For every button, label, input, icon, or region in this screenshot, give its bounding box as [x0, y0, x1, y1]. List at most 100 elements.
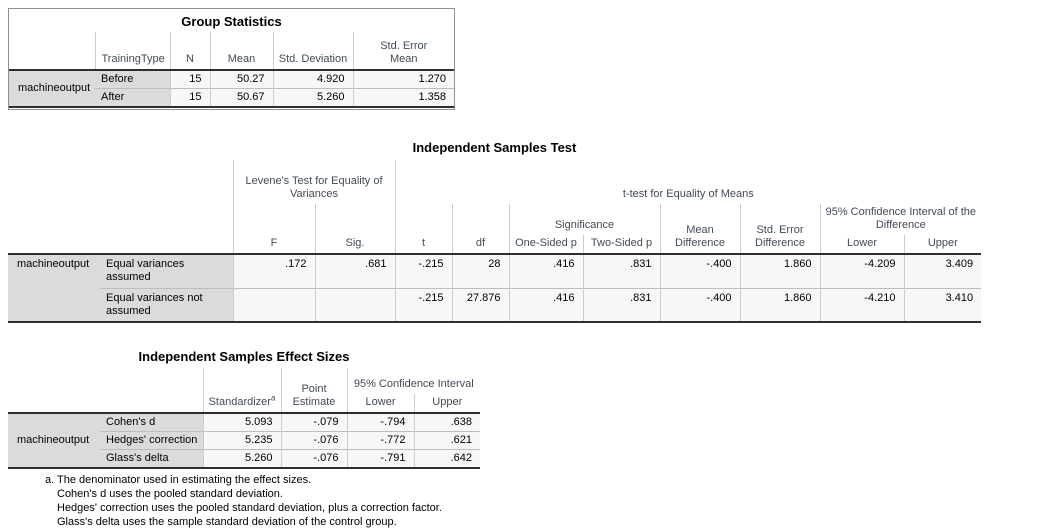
- row-label-variance-assumption: Equal variances not assumed: [100, 287, 233, 323]
- footnote-line: a. The denominator used in estimating th…: [45, 473, 1048, 487]
- cell-t: -.215: [394, 254, 452, 288]
- cell-two-sided-p: .831: [582, 287, 660, 323]
- col-header-ci-upper: Upper: [903, 235, 982, 255]
- header-leaf-row: Lower Upper: [8, 394, 481, 414]
- col-header-ci-lower: Lower: [819, 235, 904, 255]
- footnote-marker-sup: a: [270, 393, 276, 403]
- group-statistics-title: Group Statistics: [181, 14, 282, 29]
- cell-ci-upper: .642: [413, 449, 481, 469]
- table-row: Hedges' correction 5.235 -.076 -.772 .62…: [8, 431, 481, 450]
- col-header-n: N: [169, 32, 210, 71]
- col-header-one-sided-p: One-Sided p: [508, 235, 583, 255]
- col-header-standardizer-label: Standardizer: [208, 396, 271, 408]
- group-header-significance: Significance: [508, 204, 660, 235]
- group-header-ttest: t-test for Equality of Means: [394, 160, 982, 204]
- footnote-line: Glass's delta uses the sample standard d…: [57, 516, 397, 528]
- row-label-estimator: Hedges' correction: [100, 431, 203, 450]
- footnote-marker: a.: [45, 474, 55, 486]
- cell-t: -.215: [394, 287, 452, 323]
- cell-mean-difference: -.400: [659, 287, 740, 323]
- table-row: Glass's delta 5.260 -.076 -.791 .642: [8, 449, 481, 469]
- cell-standardizer: 5.235: [202, 431, 281, 450]
- cell-standardizer: 5.260: [202, 449, 281, 469]
- group-statistics-table: Group Statistics TrainingType N Mean Std…: [8, 8, 455, 110]
- cell-mean-difference: -.400: [659, 254, 740, 288]
- cell-std-error-difference: 1.860: [739, 254, 820, 288]
- cell-one-sided-p: .416: [508, 287, 583, 323]
- cell-f: [232, 287, 315, 323]
- cell-two-sided-p: .831: [582, 254, 660, 288]
- effect-sizes-footnote: a. The denominator used in estimating th…: [45, 473, 1048, 529]
- cell-n: 15: [169, 88, 210, 108]
- footnote-text: The denominator used in estimating the e…: [57, 474, 312, 486]
- variance-assumption-label: Equal variances assumed: [106, 258, 185, 283]
- col-header-t: t: [394, 204, 452, 255]
- cell-ci-upper: .621: [413, 431, 481, 450]
- cell-sig: [314, 287, 395, 323]
- col-header-ci-lower: Lower: [346, 394, 414, 414]
- cell-sig: .681: [314, 254, 395, 288]
- col-header-std-error-difference: Std. Error Difference: [739, 204, 820, 255]
- col-header-two-sided-p: Two-Sided p: [582, 235, 660, 255]
- effect-sizes-table: Standardizera Point Estimate 95% Confide…: [8, 368, 481, 469]
- table-row: Equal variances not assumed -.215 27.876…: [8, 287, 982, 323]
- col-header-std-error-mean-label: Std. Error Mean: [380, 40, 428, 65]
- col-header-ci-upper: Upper: [413, 394, 481, 414]
- header-leaf-row: One-Sided p Two-Sided p Lower Upper: [8, 235, 982, 255]
- header-row: TrainingType N Mean Std. Deviation Std. …: [9, 32, 454, 71]
- group-statistics-grid: TrainingType N Mean Std. Deviation Std. …: [9, 32, 454, 108]
- row-label-variance-assumption: Equal variances assumed: [100, 254, 233, 288]
- corner-spacer: [8, 160, 233, 255]
- row-label-group: After: [95, 88, 170, 108]
- corner-spacer: [9, 32, 95, 71]
- cell-std-error-difference: 1.860: [739, 287, 820, 323]
- col-header-sig: Sig.: [314, 204, 395, 255]
- cell-ci-upper: .638: [413, 413, 481, 432]
- footnote-line: Cohen's d uses the pooled standard devia…: [57, 488, 283, 500]
- col-header-f: F: [232, 204, 315, 255]
- group-header-confidence-interval: 95% Confidence Interval: [346, 368, 481, 394]
- cell-mean: 50.67: [209, 88, 273, 108]
- cell-df: 28: [451, 254, 509, 288]
- cell-ci-upper: 3.410: [903, 287, 982, 323]
- cell-one-sided-p: .416: [508, 254, 583, 288]
- cell-std-error-mean: 1.270: [352, 70, 454, 89]
- cell-mean: 50.27: [209, 70, 273, 89]
- variance-assumption-label: Equal variances not assumed: [106, 291, 203, 317]
- footnote-line: Hedges' correction uses the pooled stand…: [57, 502, 442, 514]
- col-header-mean: Mean: [209, 32, 273, 71]
- cell-point-estimate: -.076: [280, 431, 347, 450]
- col-header-point-estimate: Point Estimate: [280, 368, 347, 414]
- row-label-variable: machineoutput: [8, 413, 100, 469]
- row-label-variable: machineoutput: [8, 254, 100, 323]
- cell-ci-lower: -4.209: [819, 254, 904, 288]
- cell-std-deviation: 5.260: [272, 88, 353, 108]
- cell-n: 15: [169, 70, 210, 89]
- cell-std-error-mean: 1.358: [352, 88, 454, 108]
- col-header-mean-difference: Mean Difference: [659, 204, 740, 255]
- table-row: machineoutput Cohen's d 5.093 -.079 -.79…: [8, 413, 481, 469]
- table-row: After 15 50.67 5.260 1.358: [9, 88, 454, 108]
- col-header-std-deviation: Std. Deviation: [272, 32, 353, 71]
- cell-point-estimate: -.076: [280, 449, 347, 469]
- group-header-levene: Levene's Test for Equality of Variances: [232, 160, 395, 204]
- col-header-training-type: TrainingType: [94, 32, 170, 71]
- row-label-estimator: Cohen's d: [100, 413, 203, 432]
- header-group-row: Standardizera Point Estimate 95% Confide…: [8, 368, 481, 414]
- cell-std-deviation: 4.920: [272, 70, 353, 89]
- cell-standardizer: 5.093: [202, 413, 281, 432]
- effect-sizes-title: Independent Samples Effect Sizes: [138, 349, 350, 364]
- cell-ci-lower: -.791: [346, 449, 414, 469]
- cell-ci-lower: -.772: [346, 431, 414, 450]
- independent-samples-test-table: Levene's Test for Equality of Variances …: [8, 160, 982, 323]
- cell-f: .172: [232, 254, 315, 288]
- row-label-group: Before: [95, 70, 170, 89]
- cell-point-estimate: -.079: [280, 413, 347, 432]
- header-subgroup-row: F Sig. t df Significance Mean Difference…: [8, 204, 982, 255]
- corner-spacer: [8, 368, 203, 414]
- group-header-confidence-interval: 95% Confidence Interval of the Differenc…: [819, 204, 982, 235]
- col-header-std-error-mean: Std. Error Mean: [352, 32, 454, 71]
- cell-ci-lower: -4.210: [819, 287, 904, 323]
- col-header-df: df: [451, 204, 509, 255]
